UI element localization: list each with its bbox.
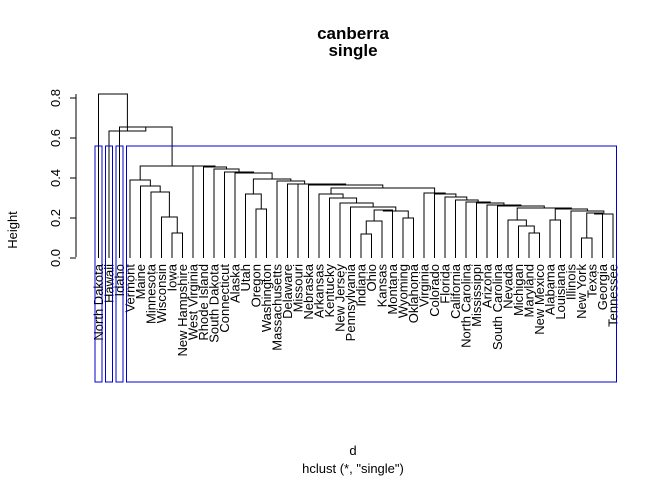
y-tick-label: 0.8	[48, 89, 63, 107]
dendrogram-branch	[571, 211, 604, 258]
dendrogram-branch	[361, 234, 372, 258]
chart-subtitle: hclust (*, "single")	[302, 461, 404, 476]
dendrogram-branch	[477, 203, 504, 258]
dendrogram-branch	[374, 210, 392, 258]
dendrogram-branch	[595, 213, 613, 258]
dendrogram-branch	[340, 203, 373, 258]
dendrogram-branch	[162, 217, 178, 258]
dendrogram-branch	[140, 166, 204, 180]
dendrogram-branch	[351, 207, 396, 258]
x-axis-label: d	[349, 443, 356, 458]
cluster-rect	[127, 146, 617, 382]
cluster-rectangles	[95, 146, 617, 382]
dendrogram-branch	[246, 194, 262, 258]
dendrogram-branch	[204, 167, 227, 258]
dendrogram-branch	[151, 192, 169, 258]
dendrogram-branch	[319, 194, 343, 258]
dendrogram-branch	[403, 218, 414, 258]
y-tick-label: 0.2	[48, 209, 63, 227]
dendrogram-branch	[550, 220, 561, 258]
y-tick-label: 0.4	[48, 169, 63, 187]
dendrogram-branch	[277, 181, 305, 258]
y-tick-label: 0.0	[48, 249, 63, 267]
dendrogram-branch	[331, 188, 435, 194]
dendrogram-branch	[288, 184, 322, 258]
dendrogram-branch	[582, 238, 593, 258]
dendrogram-branch	[517, 208, 571, 220]
dendrogram-branch	[366, 221, 382, 258]
dendrogram-branch	[487, 205, 521, 258]
dendrogram-branch	[141, 186, 161, 258]
dendrogram-branch	[225, 172, 254, 258]
dendrogram-branch	[498, 206, 545, 258]
dendrogram-branch	[193, 166, 215, 258]
y-axis: 0.0 0.2 0.4 0.6 0.8	[48, 89, 76, 267]
chart-title-line2: single	[328, 41, 377, 60]
dendrogram-branch	[456, 200, 479, 258]
dendrogram-branch	[298, 184, 346, 258]
dendrogram-branches	[99, 94, 614, 258]
dendrogram-branch	[256, 209, 267, 258]
leaf-labels: North DakotaHawaiiIdahoVermontMaineMinne…	[91, 263, 621, 356]
leaf-label: Tennessee	[606, 264, 621, 327]
dendrogram-branch	[529, 233, 540, 258]
dendrogram-branch	[172, 233, 183, 258]
dendrogram-branch	[587, 213, 603, 258]
y-tick-label: 0.6	[48, 129, 63, 147]
dendrogram-branch	[519, 226, 535, 258]
dendrogram-branch	[383, 210, 408, 218]
y-axis-label: Height	[5, 211, 20, 249]
